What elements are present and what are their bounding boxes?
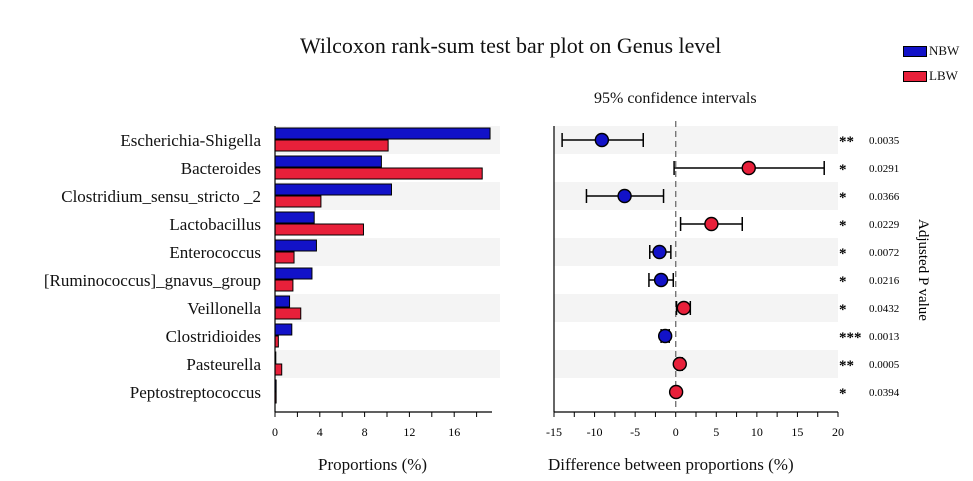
pvalue-clostridioides: 0.0013 bbox=[869, 331, 900, 343]
significance-mark-peptostreptococcus: * bbox=[839, 386, 847, 402]
ci-point-pasteurella bbox=[672, 356, 687, 372]
legend-swatch-nbw bbox=[903, 45, 927, 57]
bar-lbw-enterococcus bbox=[274, 251, 295, 264]
ci-point-lactobacillus bbox=[704, 216, 719, 232]
ci-row-band bbox=[554, 238, 838, 266]
ci-point-enterococcus bbox=[652, 244, 667, 260]
bar-nbw-enterococcus bbox=[274, 239, 317, 252]
bar-lbw-ruminococcus-gnavus-group bbox=[274, 279, 294, 292]
bar-nbw-bacteroides bbox=[274, 155, 382, 168]
ci-x-tick-label: 5 bbox=[713, 425, 719, 439]
bar-nbw-escherichia-shigella bbox=[274, 127, 491, 140]
pvalue-ruminococcus-gnavus-group: 0.0216 bbox=[869, 275, 900, 287]
ci-x-axis-label: Difference between proportions (%) bbox=[548, 455, 794, 474]
pvalue-bacteroides: 0.0291 bbox=[869, 163, 899, 175]
significance-mark-pasteurella: ** bbox=[839, 358, 854, 374]
pvalue-veillonella: 0.0432 bbox=[869, 303, 899, 315]
legend-label-lbw: LBW bbox=[929, 68, 958, 83]
category-label-pasteurella: Pasteurella bbox=[186, 355, 261, 374]
ci-point-bacteroides bbox=[741, 160, 756, 176]
bar-lbw-pasteurella bbox=[274, 363, 283, 376]
ci-title: 95% confidence intervals bbox=[594, 90, 757, 107]
bar-row-band bbox=[275, 350, 500, 378]
significance-mark-enterococcus: * bbox=[839, 246, 847, 262]
bar-x-tick-label: 12 bbox=[403, 425, 415, 439]
legend-label-nbw: NBW bbox=[929, 43, 960, 58]
legend-item-nbw: NBW bbox=[903, 42, 959, 60]
legend: NBW LBW bbox=[903, 42, 959, 92]
ci-x-tick-label: 15 bbox=[791, 425, 803, 439]
bar-x-tick-label: 8 bbox=[362, 425, 368, 439]
significance-mark-clostridioides: *** bbox=[839, 330, 862, 346]
significance-mark-ruminococcus-gnavus-group: * bbox=[839, 274, 847, 290]
significance-mark-escherichia-shigella: ** bbox=[839, 134, 854, 150]
category-label-escherichia-shigella: Escherichia-Shigella bbox=[120, 131, 261, 150]
ci-point-ruminococcus-gnavus-group bbox=[653, 272, 669, 288]
significance-mark-lactobacillus: * bbox=[839, 218, 847, 234]
significance-mark-clostridium-sensu-stricto-2: * bbox=[839, 190, 847, 206]
bar-nbw-veillonella bbox=[274, 295, 291, 308]
pvalue-clostridium-sensu-stricto-2: 0.0366 bbox=[869, 191, 900, 203]
significance-mark-bacteroides: * bbox=[839, 162, 847, 178]
category-label-lactobacillus: Lactobacillus bbox=[169, 215, 261, 234]
bar-nbw-lactobacillus bbox=[274, 211, 315, 224]
ci-x-tick-label: -5 bbox=[630, 425, 640, 439]
category-label-bacteroides: Bacteroides bbox=[181, 159, 261, 178]
pvalue-pasteurella: 0.0005 bbox=[869, 359, 900, 371]
bar-row-band bbox=[275, 294, 500, 322]
category-label-peptostreptococcus: Peptostreptococcus bbox=[130, 383, 261, 402]
bar-x-tick-label: 4 bbox=[317, 425, 323, 439]
ci-row-band bbox=[554, 350, 838, 378]
ci-point-clostridioides bbox=[657, 328, 673, 344]
pvalue-escherichia-shigella: 0.0035 bbox=[869, 135, 900, 147]
ci-x-tick-label: 10 bbox=[751, 425, 763, 439]
bar-nbw-clostridioides bbox=[274, 323, 293, 336]
ci-x-tick-label: -15 bbox=[546, 425, 562, 439]
bar-lbw-clostridium-sensu-stricto-2 bbox=[274, 195, 322, 208]
ci-x-tick-label: 20 bbox=[832, 425, 844, 439]
ci-row-band bbox=[554, 294, 838, 322]
bar-lbw-escherichia-shigella bbox=[274, 139, 389, 152]
bar-x-tick-label: 16 bbox=[448, 425, 460, 439]
ci-x-tick-label: 0 bbox=[673, 425, 679, 439]
significance-mark-veillonella: * bbox=[839, 302, 847, 318]
category-label-enterococcus: Enterococcus bbox=[169, 243, 261, 262]
bar-lbw-veillonella bbox=[274, 307, 302, 320]
bar-lbw-bacteroides bbox=[274, 167, 483, 180]
pvalue-lactobacillus: 0.0229 bbox=[869, 219, 900, 231]
ci-point-veillonella bbox=[676, 300, 692, 316]
category-label-veillonella: Veillonella bbox=[187, 299, 261, 318]
bar-nbw-ruminococcus-gnavus-group bbox=[274, 267, 313, 280]
pvalue-peptostreptococcus: 0.0394 bbox=[869, 387, 900, 399]
legend-swatch-lbw bbox=[903, 70, 927, 82]
ci-point-peptostreptococcus bbox=[668, 384, 684, 400]
category-label-clostridioides: Clostridioides bbox=[166, 327, 261, 346]
category-label-clostridium-sensu-stricto-2: Clostridium_sensu_stricto _2 bbox=[61, 187, 261, 206]
bar-nbw-clostridium-sensu-stricto-2 bbox=[274, 183, 392, 196]
bar-lbw-lactobacillus bbox=[274, 223, 364, 236]
chart-title: Wilcoxon rank-sum test bar plot on Genus… bbox=[300, 33, 722, 58]
ci-x-tick-label: -10 bbox=[587, 425, 603, 439]
pvalue-axis-label: Adjusted P value bbox=[915, 219, 931, 321]
ci-point-escherichia-shigella bbox=[594, 132, 610, 148]
category-label-ruminococcus-gnavus-group: [Ruminococcus]_gnavus_group bbox=[44, 271, 261, 290]
legend-item-lbw: LBW bbox=[903, 67, 959, 85]
ci-point-clostridium-sensu-stricto-2 bbox=[617, 188, 632, 204]
bar-x-axis-label: Proportions (%) bbox=[318, 455, 428, 474]
pvalue-enterococcus: 0.0072 bbox=[869, 247, 899, 259]
bar-x-tick-label: 0 bbox=[272, 425, 278, 439]
